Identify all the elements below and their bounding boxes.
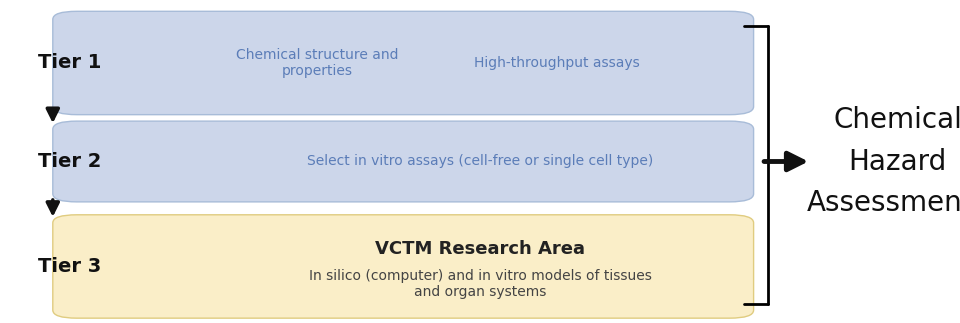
Text: Tier 1: Tier 1 (38, 54, 102, 72)
Text: VCTM Research Area: VCTM Research Area (375, 240, 585, 258)
Text: In silico (computer) and in vitro models of tissues
and organ systems: In silico (computer) and in vitro models… (308, 269, 652, 299)
Text: Chemical structure and
properties: Chemical structure and properties (235, 48, 398, 78)
Text: Select in vitro assays (cell-free or single cell type): Select in vitro assays (cell-free or sin… (307, 154, 653, 169)
FancyBboxPatch shape (53, 121, 754, 202)
Text: Tier 3: Tier 3 (38, 257, 102, 276)
Text: Tier 2: Tier 2 (38, 152, 102, 171)
Text: Chemical
Hazard
Assessments: Chemical Hazard Assessments (807, 106, 960, 217)
Text: High-throughput assays: High-throughput assays (474, 56, 639, 70)
FancyBboxPatch shape (53, 11, 754, 115)
FancyBboxPatch shape (53, 215, 754, 318)
